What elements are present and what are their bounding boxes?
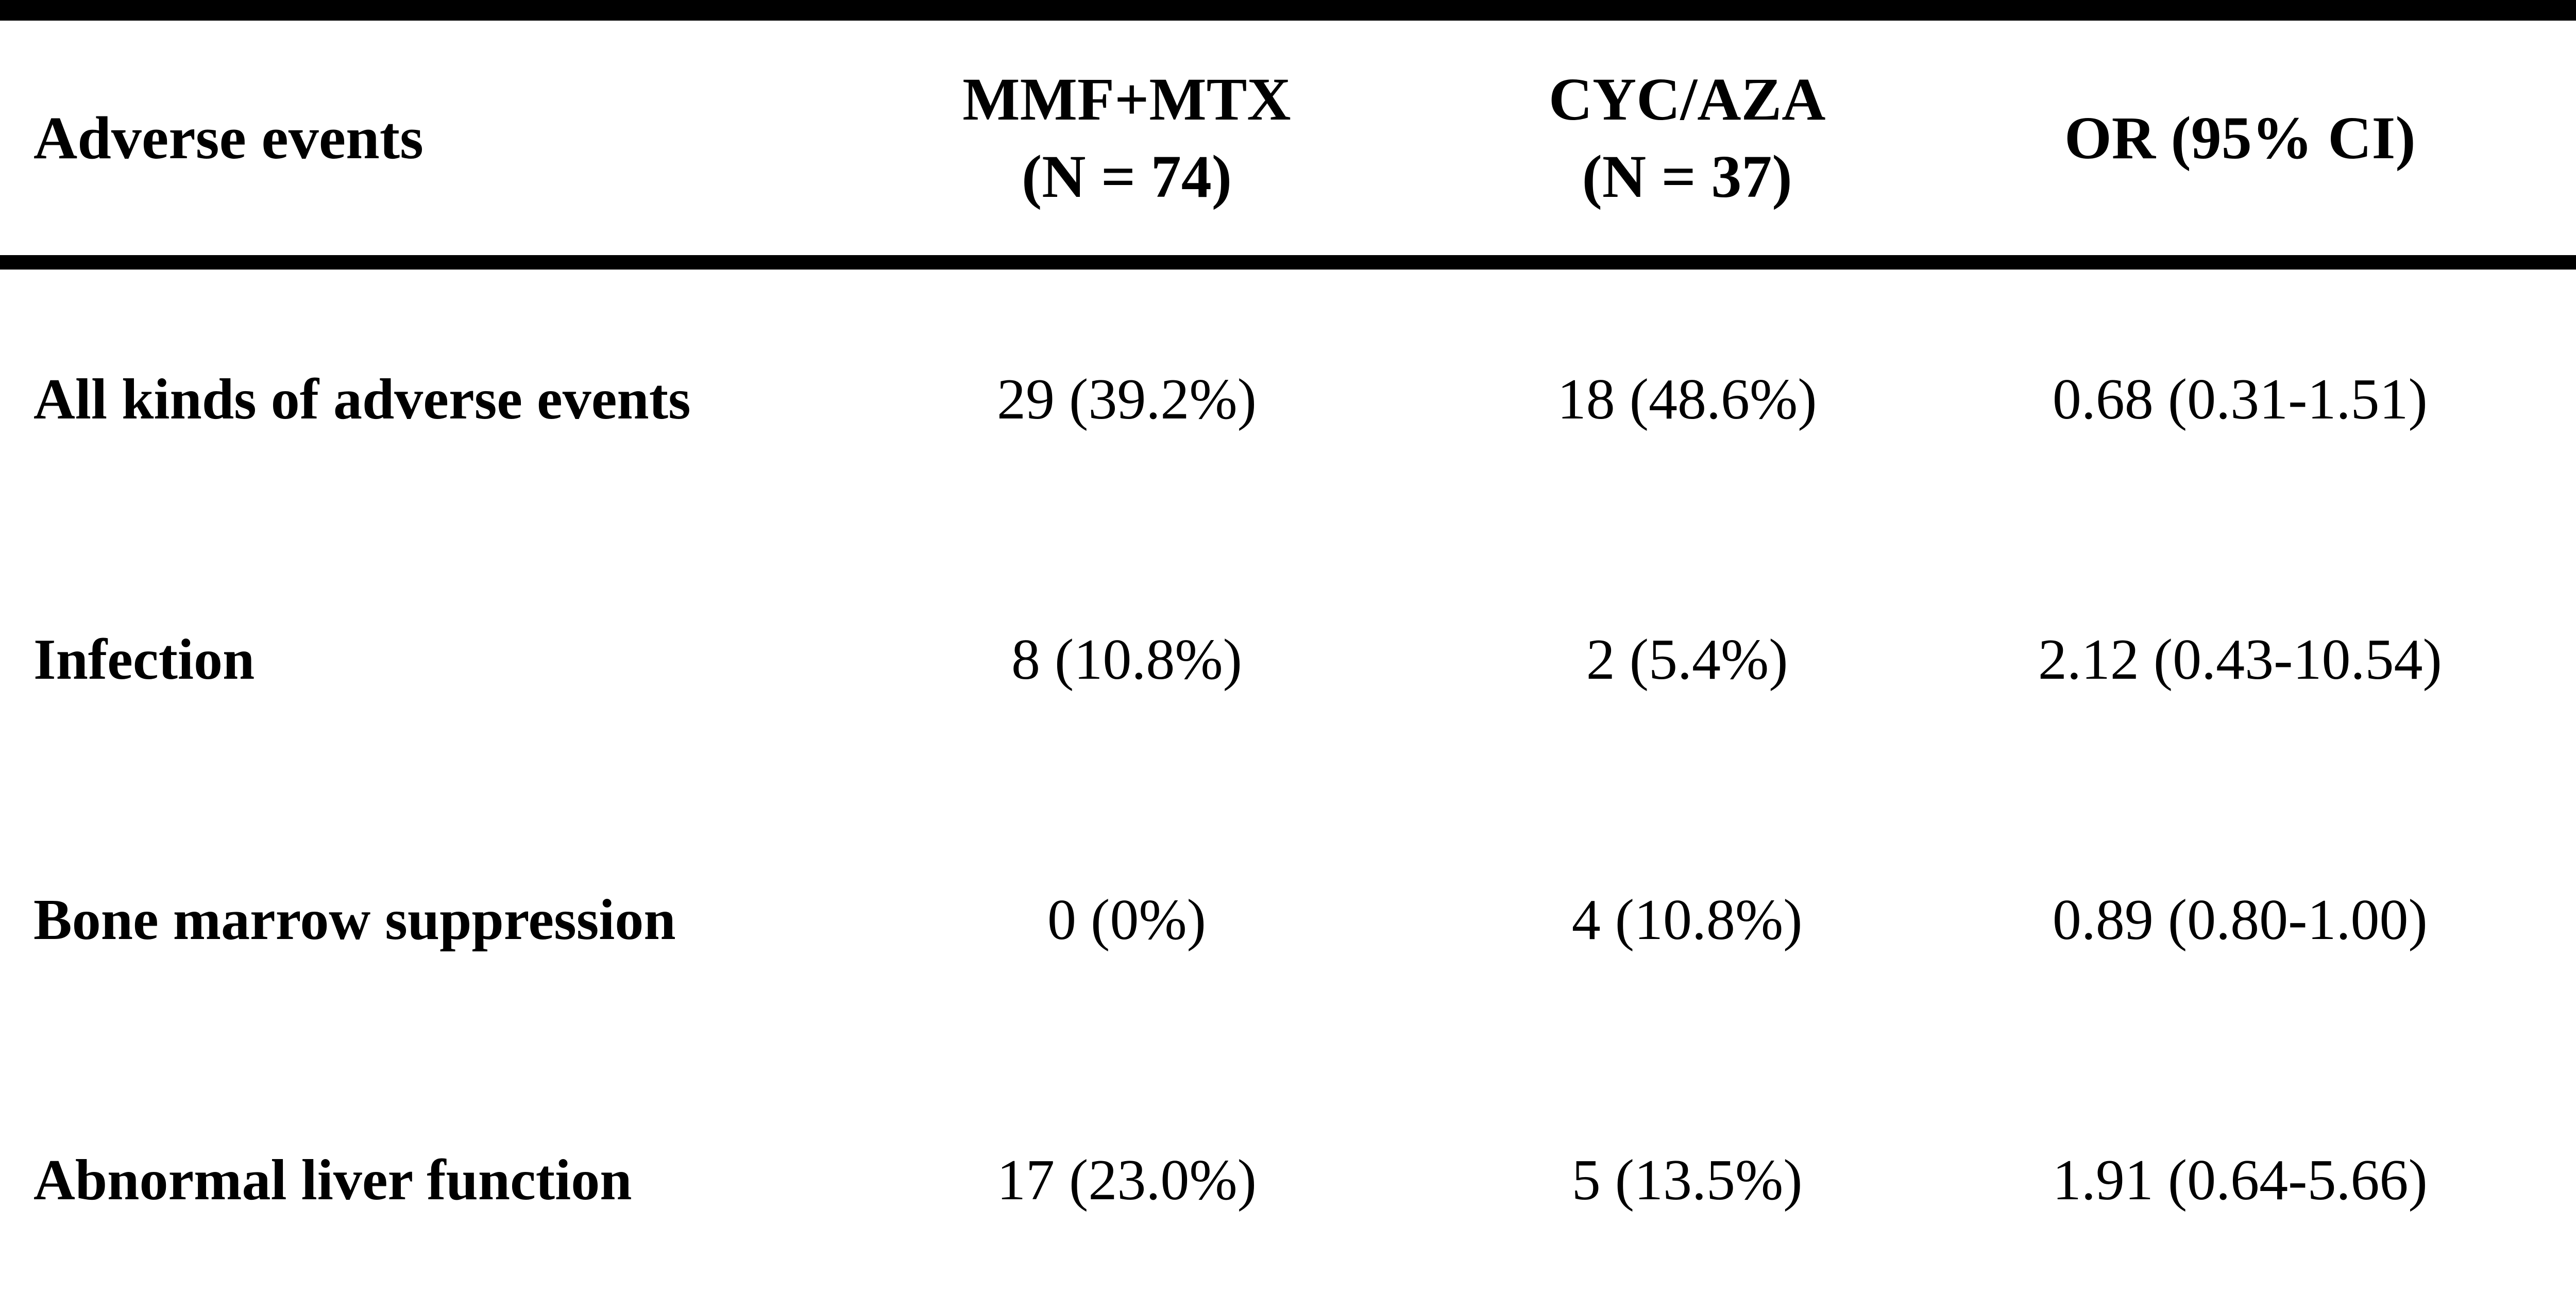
header-adverse-events: Adverse events (0, 10, 849, 270)
table-row: Bone marrow suppression 0 (0%) 4 (10.8%)… (0, 790, 2576, 1050)
header-cyc-aza: CYC/AZA (N = 37) (1404, 10, 1970, 270)
header-adverse-events-label: Adverse events (33, 104, 423, 172)
row-label: All kinds of adverse events (33, 367, 691, 431)
header-or-ci-label: OR (95% CI) (2064, 104, 2416, 172)
header-cyc-aza-n: (N = 37) (1582, 142, 1792, 210)
row-label: Infection (33, 628, 255, 692)
cell-mmf-mtx: 8 (10.8%) (1011, 628, 1242, 692)
header-p-value: P value (2510, 10, 2576, 270)
cell-cyc-aza: 2 (5.4%) (1586, 628, 1788, 692)
cell-mmf-mtx: 29 (39.2%) (997, 367, 1257, 431)
cell-or-ci: 2.12 (0.43-10.54) (2038, 628, 2442, 692)
row-label: Abnormal liver function (33, 1148, 632, 1212)
header-row: Adverse events MMF+MTX (N = 74) CYC/AZA … (0, 10, 2576, 270)
cell-p-value: 0.342 (2511, 262, 2576, 530)
cell-mmf-mtx: 17 (23.0%) (997, 1148, 1257, 1212)
header-or-ci: OR (95% CI) (1969, 10, 2511, 270)
cell-mmf-mtx: 0 (0%) (1047, 888, 1206, 952)
cell-cyc-aza: 4 (10.8%) (1571, 888, 1803, 952)
cell-p-value: 0.491 (2511, 530, 2576, 790)
cell-cyc-aza: 5 (13.5%) (1571, 1148, 1803, 1212)
cell-p-value: 0.011 (2511, 790, 2576, 1050)
cell-p-value: 0.239 (2511, 1050, 2576, 1308)
header-mmf-mtx-name: MMF+MTX (962, 65, 1291, 133)
header-mmf-mtx: MMF+MTX (N = 74) (849, 10, 1405, 270)
header-mmf-mtx-n: (N = 74) (1021, 142, 1232, 210)
cell-or-ci: 0.68 (0.31-1.51) (2052, 367, 2428, 431)
header-cyc-aza-name: CYC/AZA (1548, 65, 1826, 133)
cell-or-ci: 1.91 (0.64-5.66) (2052, 1148, 2428, 1212)
table-row: All kinds of adverse events 29 (39.2%) 1… (0, 262, 2576, 530)
table-row: Abnormal liver function 17 (23.0%) 5 (13… (0, 1050, 2576, 1308)
row-label: Bone marrow suppression (33, 888, 676, 952)
table-row: Infection 8 (10.8%) 2 (5.4%) 2.12 (0.43-… (0, 530, 2576, 790)
cell-cyc-aza: 18 (48.6%) (1557, 367, 1817, 431)
cell-or-ci: 0.89 (0.80-1.00) (2052, 888, 2428, 952)
